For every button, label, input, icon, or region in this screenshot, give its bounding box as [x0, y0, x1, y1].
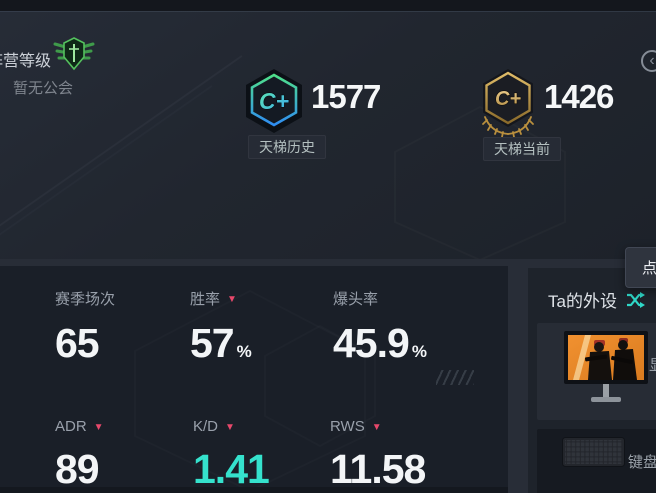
stat-label: 爆头率: [333, 291, 379, 308]
guild-status-text: 暂无公会: [13, 80, 74, 97]
ladder-current-tag: 天梯当前: [483, 137, 561, 161]
stat-season-matches: 赛季场次 65: [55, 288, 115, 365]
stat-win-rate: 胜率 ▼ 57%: [190, 288, 252, 365]
collapse-button[interactable]: ‹: [641, 50, 656, 72]
stat-label: K/D ▼: [193, 418, 235, 435]
stat-value: 45.9%: [333, 320, 427, 366]
tooltip-button[interactable]: 点: [625, 247, 656, 288]
stat-headshot-rate: 爆头率 45.9%: [333, 288, 427, 365]
stat-value: 57%: [190, 320, 252, 366]
stat-label: RWS ▼: [330, 418, 382, 435]
stat-value: 65: [55, 320, 100, 366]
peripherals-panel: Ta的外设: [528, 268, 656, 493]
top-bar: [0, 0, 656, 11]
stat-label: 赛季场次: [55, 291, 116, 308]
stat-kd: K/D ▼ 1.41: [193, 418, 270, 487]
chevron-left-icon: ‹: [649, 52, 655, 69]
ladder-history-tag: 天梯历史: [248, 135, 326, 159]
stat-value: 1.41: [193, 446, 270, 487]
shuffle-icon[interactable]: [626, 291, 645, 308]
ladder-history-rank: C+ 1577 天梯历史: [243, 67, 433, 162]
peripheral-card-monitor[interactable]: 显: [537, 323, 656, 420]
trend-down-icon: ▼: [225, 421, 235, 433]
peripherals-header: Ta的外设: [548, 287, 645, 312]
stat-adr: ADR ▼ 89: [55, 418, 104, 487]
rank-badge-teal-icon: C+: [246, 69, 302, 133]
peripherals-title: Ta的外设: [548, 292, 617, 311]
ladder-current-score: 1426: [544, 78, 614, 115]
profile-banner: 阵营等级 暂无公会: [0, 11, 656, 259]
keyboard-label: 键盘: [628, 454, 656, 471]
stat-value: 11.58: [330, 446, 426, 487]
banner-streak-decoration: [0, 85, 212, 259]
rank-grade-text: C+: [259, 88, 289, 114]
panel-bottom-edge: [0, 487, 508, 493]
trend-down-icon: ▼: [371, 421, 382, 433]
stat-label: 胜率 ▼: [190, 291, 237, 308]
monitor-icon: [564, 331, 648, 402]
keyboard-icon: [562, 437, 625, 467]
laurel-wreath-decoration: [482, 116, 534, 138]
peripheral-card-keyboard[interactable]: 键盘: [537, 429, 656, 493]
hazard-stripes-decoration: [436, 370, 474, 385]
season-stats-panel: 赛季场次 65 胜率 ▼ 57% 爆头率 45.9%: [0, 266, 508, 487]
ladder-history-score: 1577: [311, 78, 381, 115]
stat-rws: RWS ▼ 11.58: [330, 418, 426, 487]
stat-label: ADR ▼: [55, 418, 104, 435]
trend-down-icon: ▼: [93, 421, 104, 433]
ladder-current-rank: C+ 1426 天梯当前: [477, 67, 656, 162]
trend-down-icon: ▼: [227, 293, 237, 305]
rank-grade-text: C+: [495, 88, 521, 110]
rank-badge-gold-icon: C+: [482, 69, 534, 138]
stat-value: 89: [55, 446, 100, 487]
faction-level-label: 阵营等级: [0, 53, 52, 70]
faction-emblem-icon: [53, 37, 95, 71]
monitor-label: 显: [649, 354, 656, 375]
